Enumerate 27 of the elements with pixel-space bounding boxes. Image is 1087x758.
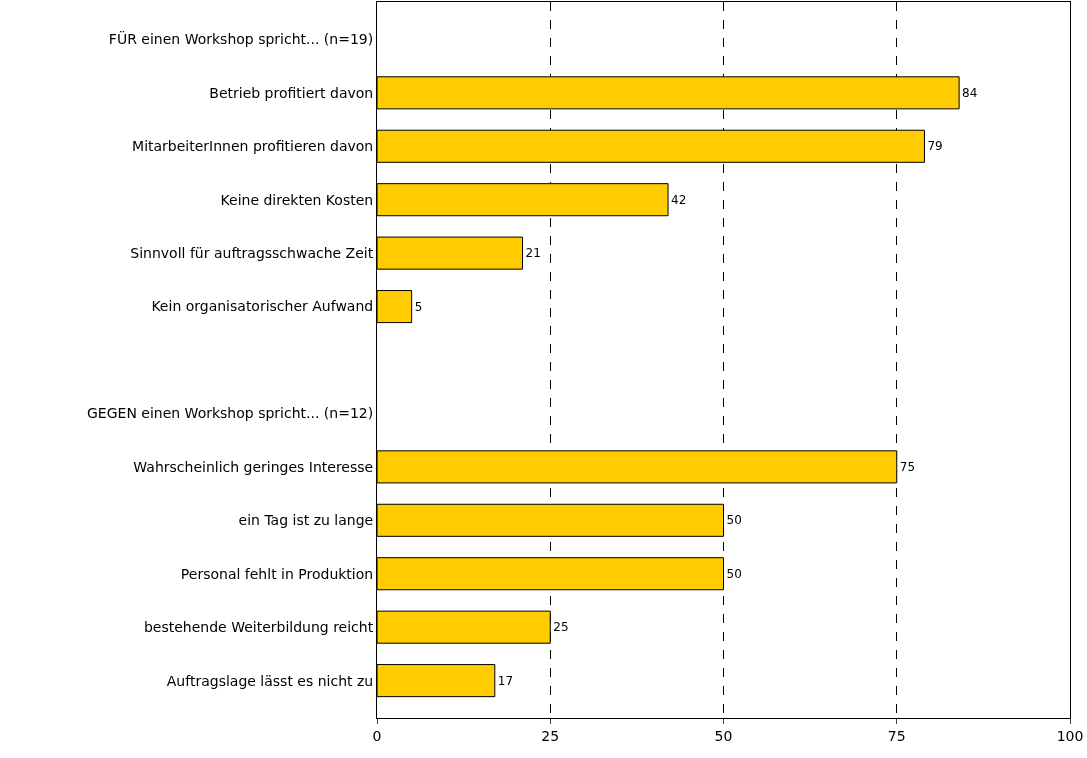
y-tick-label: MitarbeiterInnen profitieren davon xyxy=(132,138,374,155)
x-tick-label: 25 xyxy=(541,727,560,744)
y-tick-label: ein Tag ist zu lange xyxy=(238,512,374,529)
y-tick-label: Personal fehlt in Produktion xyxy=(180,565,374,582)
y-tick-label: Betrieb profitiert davon xyxy=(209,84,374,101)
data-label: 79 xyxy=(927,139,943,154)
data-label: 25 xyxy=(553,620,569,635)
y-tick-label: Wahrscheinlich geringes Interesse xyxy=(133,458,374,475)
data-label: 42 xyxy=(671,192,687,207)
y-tick-label: Auftragslage lässt es nicht zu xyxy=(166,672,374,689)
x-tick-label: 0 xyxy=(372,727,382,744)
data-label: 5 xyxy=(414,299,423,314)
y-tick-label: GEGEN einen Workshop spricht... (n=12) xyxy=(87,405,374,422)
data-label: 17 xyxy=(497,673,514,688)
y-tick-label: Keine direkten Kosten xyxy=(220,191,374,208)
x-tick-label: 100 xyxy=(1056,727,1084,744)
x-tick-label: 75 xyxy=(887,727,906,744)
data-label: 84 xyxy=(962,85,978,100)
x-tick-label: 50 xyxy=(714,727,733,744)
y-tick-label: Kein organisatorischer Aufwand xyxy=(151,298,374,315)
data-label: 50 xyxy=(726,566,742,581)
y-tick-label: FÜR einen Workshop spricht... (n=19) xyxy=(108,30,374,48)
data-label: 21 xyxy=(525,246,541,261)
data-label: 50 xyxy=(726,513,742,528)
data-label: 75 xyxy=(899,459,916,474)
y-tick-label: bestehende Weiterbildung reicht xyxy=(143,619,374,636)
y-tick-label: Sinnvoll für auftragsschwache Zeit xyxy=(130,245,374,262)
